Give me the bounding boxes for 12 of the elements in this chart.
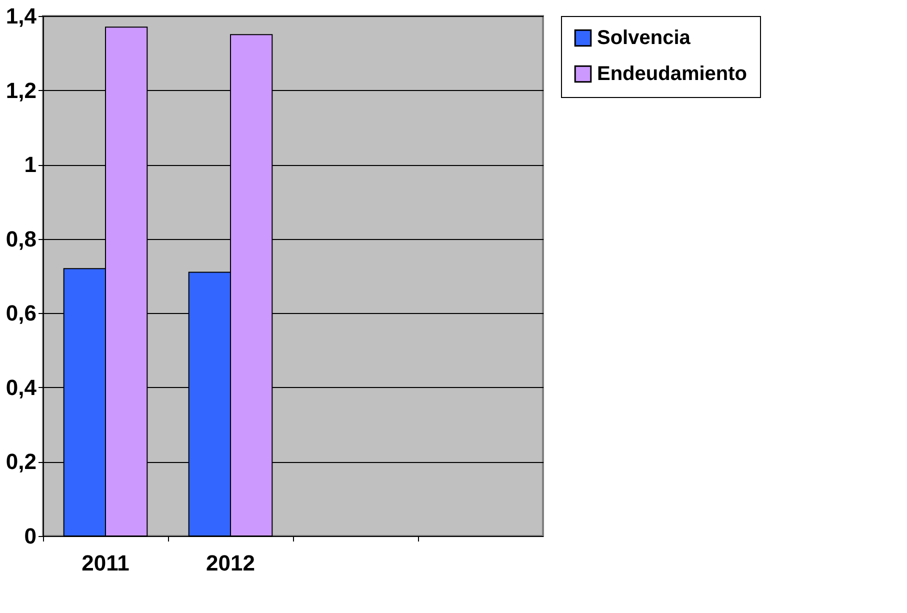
legend-label: Solvencia <box>597 27 692 49</box>
x-tick-label: 2011 <box>82 550 130 576</box>
y-tick-label: 0,2 <box>6 449 36 474</box>
y-tick-label: 0,8 <box>6 226 36 252</box>
y-tick-label: 0,4 <box>6 374 38 400</box>
x-tick-label: 2012 <box>206 550 255 576</box>
y-tick-label: 1,2 <box>6 78 36 103</box>
y-tick-label: 0 <box>24 524 36 548</box>
y-tick-label: 1,4 <box>6 4 38 28</box>
y-tick-label: 1 <box>24 152 36 178</box>
legend-label: Endeudamiento <box>597 63 748 85</box>
y-tick-label: 0,6 <box>6 300 36 326</box>
